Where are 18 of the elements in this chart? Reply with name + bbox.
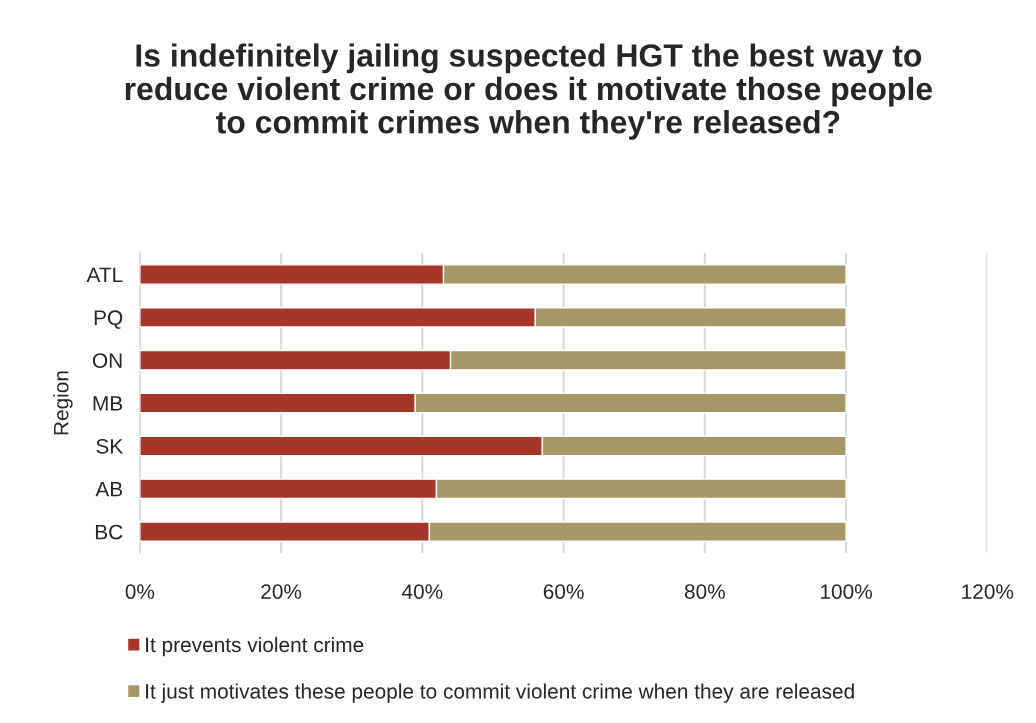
y-tick-label: PQ bbox=[94, 310, 123, 329]
x-tick-label: 0% bbox=[125, 584, 155, 599]
y-tick-label: ATL bbox=[86, 267, 123, 283]
x-tick-label: 40% bbox=[401, 584, 443, 599]
legend-label: It just motivates these people to commit violent crime when they are released bbox=[146, 683, 854, 703]
x-tick-label: 20% bbox=[261, 584, 302, 599]
x-tick-label: 100% bbox=[821, 584, 872, 599]
x-tick-label: 80% bbox=[684, 584, 725, 599]
y-tick-label: AB bbox=[95, 482, 123, 497]
x-tick-label: 60% bbox=[543, 584, 584, 599]
y-axis-title: Region bbox=[53, 371, 73, 435]
y-tick-label: ON bbox=[92, 353, 122, 368]
legend-label: It prevents violent crime bbox=[146, 636, 364, 657]
y-tick-label: SK bbox=[96, 438, 123, 454]
chart-title: Is indefinitely jailing suspected HGT the best way to reduce violent crime or does it motivate those people to commit crimes when they're released? bbox=[125, 43, 933, 140]
y-tick-label: BC bbox=[95, 524, 123, 540]
y-tick-label: MB bbox=[93, 396, 123, 411]
x-tick-label: 120% bbox=[962, 584, 1014, 599]
